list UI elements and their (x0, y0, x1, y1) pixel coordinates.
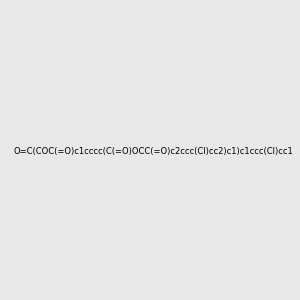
Text: O=C(COC(=O)c1cccc(C(=O)OCC(=O)c2ccc(Cl)cc2)c1)c1ccc(Cl)cc1: O=C(COC(=O)c1cccc(C(=O)OCC(=O)c2ccc(Cl)c… (14, 147, 294, 156)
